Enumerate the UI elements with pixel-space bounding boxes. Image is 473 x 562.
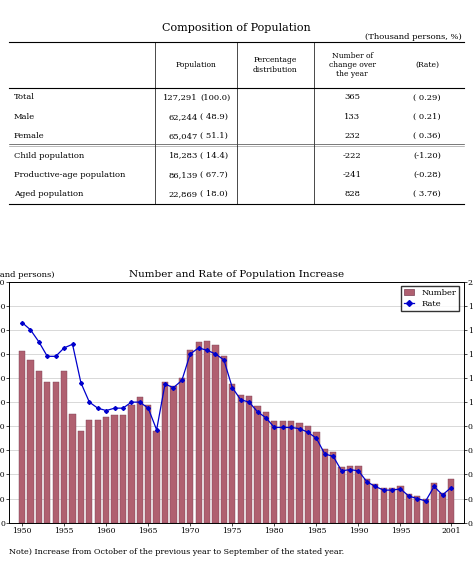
Bar <box>187 350 193 523</box>
Bar <box>339 467 345 523</box>
Legend: Number, Rate: Number, Rate <box>401 285 459 311</box>
Bar <box>414 496 420 523</box>
Bar <box>237 395 244 523</box>
Text: Number of
change over
the year: Number of change over the year <box>329 52 376 78</box>
Bar <box>221 356 227 523</box>
Bar <box>380 488 387 523</box>
Text: 62,244: 62,244 <box>168 113 198 121</box>
Bar <box>246 396 252 523</box>
Bar <box>212 346 219 523</box>
Bar <box>204 341 210 523</box>
Bar <box>448 479 454 523</box>
Text: -241: -241 <box>343 171 362 179</box>
Text: 86,139: 86,139 <box>168 171 198 179</box>
Bar <box>61 371 67 523</box>
Title: Number and Rate of Population Increase: Number and Rate of Population Increase <box>129 270 344 279</box>
Bar <box>364 479 370 523</box>
Text: 18,283: 18,283 <box>168 152 198 160</box>
Bar <box>19 351 25 523</box>
Bar <box>27 360 34 523</box>
Bar <box>128 405 134 523</box>
Bar <box>195 342 202 523</box>
Bar <box>162 382 168 523</box>
Text: Population: Population <box>175 61 216 69</box>
Text: ( 48.9): ( 48.9) <box>200 113 228 121</box>
Text: Composition of Population: Composition of Population <box>162 24 311 34</box>
Bar <box>439 492 446 523</box>
Text: Aged population: Aged population <box>14 191 83 198</box>
Bar <box>137 397 143 523</box>
Bar <box>406 494 412 523</box>
Bar <box>95 420 101 523</box>
Text: (-1.20): (-1.20) <box>413 152 441 160</box>
Text: ( 14.4): ( 14.4) <box>200 152 228 160</box>
Text: ( 0.21): ( 0.21) <box>413 113 441 121</box>
Text: -222: -222 <box>343 152 361 160</box>
Bar <box>271 422 278 523</box>
Bar <box>330 451 336 523</box>
Bar <box>229 384 236 523</box>
Bar <box>103 416 109 523</box>
Text: 232: 232 <box>344 132 360 140</box>
Text: (Rate): (Rate) <box>415 61 439 69</box>
Bar <box>170 387 176 523</box>
Bar <box>153 431 160 523</box>
Text: ( 3.76): ( 3.76) <box>413 191 441 198</box>
Bar <box>322 449 328 523</box>
Bar <box>263 412 269 523</box>
Text: Productive-age population: Productive-age population <box>14 171 125 179</box>
Bar <box>347 466 353 523</box>
Bar <box>44 382 51 523</box>
Bar <box>78 431 84 523</box>
Bar <box>112 415 118 523</box>
Text: ( 0.36): ( 0.36) <box>413 132 441 140</box>
Text: Female: Female <box>14 132 44 140</box>
Bar <box>36 371 42 523</box>
Text: Child population: Child population <box>14 152 84 160</box>
Text: 365: 365 <box>344 93 360 101</box>
Bar <box>372 484 378 523</box>
Bar <box>397 486 403 523</box>
Text: 828: 828 <box>344 191 360 198</box>
Bar <box>288 422 294 523</box>
Text: Total: Total <box>14 93 35 101</box>
Bar <box>305 426 311 523</box>
Text: Percentage
distribution: Percentage distribution <box>253 56 298 74</box>
Bar <box>86 420 93 523</box>
Text: (100.0): (100.0) <box>200 93 230 101</box>
Bar <box>179 378 185 523</box>
Bar <box>355 466 361 523</box>
Text: (Thousand persons, %): (Thousand persons, %) <box>365 33 461 42</box>
Bar <box>280 422 286 523</box>
Text: ( 51.1): ( 51.1) <box>200 132 228 140</box>
Text: 133: 133 <box>344 113 360 121</box>
Text: Note) Increase from October of the previous year to September of the stated year: Note) Increase from October of the previ… <box>9 549 345 556</box>
Bar <box>431 483 437 523</box>
Bar <box>422 498 429 523</box>
Text: ( 67.7): ( 67.7) <box>200 171 228 179</box>
Text: 22,869: 22,869 <box>169 191 198 198</box>
Text: Male: Male <box>14 113 35 121</box>
Bar <box>120 415 126 523</box>
Bar <box>313 432 320 523</box>
Text: ( 0.29): ( 0.29) <box>413 93 441 101</box>
Bar <box>389 488 395 523</box>
Text: 65,047: 65,047 <box>168 132 198 140</box>
Bar <box>70 414 76 523</box>
Text: ( 18.0): ( 18.0) <box>200 191 228 198</box>
Bar <box>53 382 59 523</box>
Bar <box>254 406 261 523</box>
Bar <box>297 423 303 523</box>
Bar <box>145 405 151 523</box>
Text: (Thousand persons): (Thousand persons) <box>0 271 54 279</box>
Text: 127,291: 127,291 <box>163 93 198 101</box>
Text: (-0.28): (-0.28) <box>413 171 441 179</box>
